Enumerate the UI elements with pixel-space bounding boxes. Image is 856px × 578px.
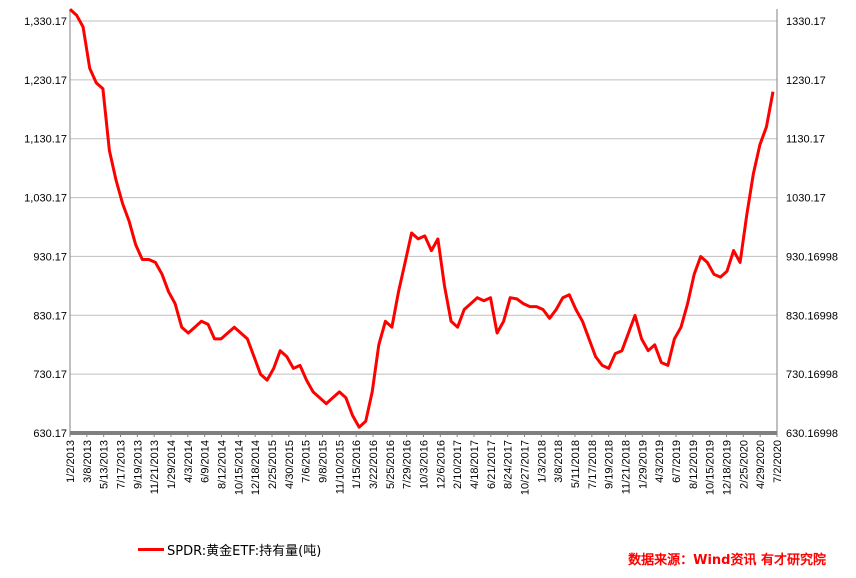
x-tick-label: 6/7/2019 (671, 440, 683, 483)
series-line-gold-etf (69, 8, 775, 429)
y-tick-label-left: 1,030.17 (24, 193, 67, 205)
x-axis: 1/2/2013 3/8/2013 5/13/2013 7/17/2013 9/19/2… (65, 9, 784, 495)
x-tick-label: 12/6/2016 (435, 440, 447, 489)
y-tick-label-right: 1230.17 (786, 75, 826, 87)
legend-swatch (138, 547, 164, 551)
y-tick-label-left: 1,330.17 (24, 16, 67, 28)
y-axis-left: 630.17 730.17 830.17 930.17 1,030.17 1,130.17… (24, 16, 67, 440)
x-tick-label: 6/21/2017 (486, 440, 498, 489)
y-tick-label-right: 830.16998 (786, 310, 838, 322)
x-tick-label: 1/3/2018 (536, 440, 548, 483)
x-tick-label: 8/12/2019 (688, 440, 700, 489)
x-tick-label: 8/12/2014 (217, 440, 229, 489)
y-tick-label-left: 830.17 (33, 310, 67, 322)
y-tick-label-left: 1,230.17 (24, 75, 67, 87)
x-tick-label: 11/21/2013 (149, 440, 161, 494)
x-tick-label: 7/17/2013 (116, 440, 128, 489)
x-tick-label: 9/19/2013 (132, 440, 144, 489)
x-tick-label: 12/18/2014 (250, 440, 262, 495)
x-tick-label: 4/29/2020 (755, 440, 767, 489)
x-tick-label: 9/19/2018 (604, 440, 616, 489)
x-tick-label: 10/15/2014 (233, 440, 245, 495)
y-tick-label-right: 630.16998 (786, 428, 838, 440)
y-axis-right: 630.16998 730.16998 830.16998 930.16998 1030… (786, 16, 838, 440)
x-tick-label: 3/22/2016 (368, 440, 380, 489)
x-tick-label: 3/8/2013 (82, 440, 94, 483)
x-tick-label: 4/30/2015 (284, 440, 296, 489)
y-tick-label-right: 1330.17 (786, 16, 826, 28)
legend-label: SPDR:黄金ETF:持有量(吨) (167, 543, 322, 559)
source-note: 数据来源：Wind资讯 有才研究院 (628, 553, 826, 568)
y-tick-label-right: 1130.17 (786, 134, 825, 146)
x-tick-label: 12/18/2019 (722, 440, 734, 495)
x-tick-label: 1/2/2013 (65, 440, 77, 483)
x-tick-label: 2/25/2015 (267, 440, 279, 489)
x-tick-label: 10/15/2019 (705, 440, 717, 495)
x-tick-label: 4/18/2017 (469, 440, 481, 489)
x-tick-label: 7/17/2018 (587, 440, 599, 489)
x-tick-label: 2/10/2017 (452, 440, 464, 489)
x-tick-label: 1/29/2014 (166, 440, 178, 489)
y-tick-label-right: 1030.17 (786, 193, 826, 205)
x-tick-label: 5/25/2016 (385, 440, 397, 489)
y-tick-label-left: 930.17 (33, 251, 67, 263)
x-tick-label: 10/27/2017 (520, 440, 532, 495)
x-tick-label: 4/3/2014 (183, 440, 195, 483)
legend: SPDR:黄金ETF:持有量(吨) (138, 540, 322, 559)
x-tick-label: 5/13/2013 (99, 440, 111, 489)
x-tick-label: 4/3/2019 (654, 440, 666, 483)
x-tick-label: 5/11/2018 (570, 440, 582, 488)
y-tick-label-left: 1,130.17 (24, 134, 67, 146)
x-tick-label: 9/8/2015 (318, 440, 330, 483)
x-tick-label: 8/24/2017 (503, 440, 515, 489)
x-tick-label: 3/8/2018 (553, 440, 565, 483)
y-tick-label-left: 730.17 (33, 369, 67, 381)
x-tick-label: 7/6/2015 (301, 440, 313, 483)
x-tick-label: 11/21/2018 (621, 440, 633, 494)
x-tick-label: 6/9/2014 (200, 440, 212, 483)
y-tick-label-right: 730.16998 (786, 369, 838, 381)
x-tick-label: 1/29/2019 (637, 440, 649, 489)
x-tick-label: 11/10/2015 (334, 440, 346, 494)
x-tick-label: 1/15/2016 (351, 440, 363, 489)
gridlines (70, 20, 777, 434)
x-tick-label: 10/3/2016 (419, 440, 431, 489)
series-layer (69, 8, 775, 429)
y-tick-label-right: 930.16998 (786, 251, 838, 263)
x-tick-label: 2/25/2020 (738, 440, 750, 489)
x-tick-label: 7/29/2016 (402, 440, 414, 489)
x-tick-label: 7/2/2020 (772, 440, 784, 483)
y-tick-label-left: 630.17 (33, 428, 67, 440)
